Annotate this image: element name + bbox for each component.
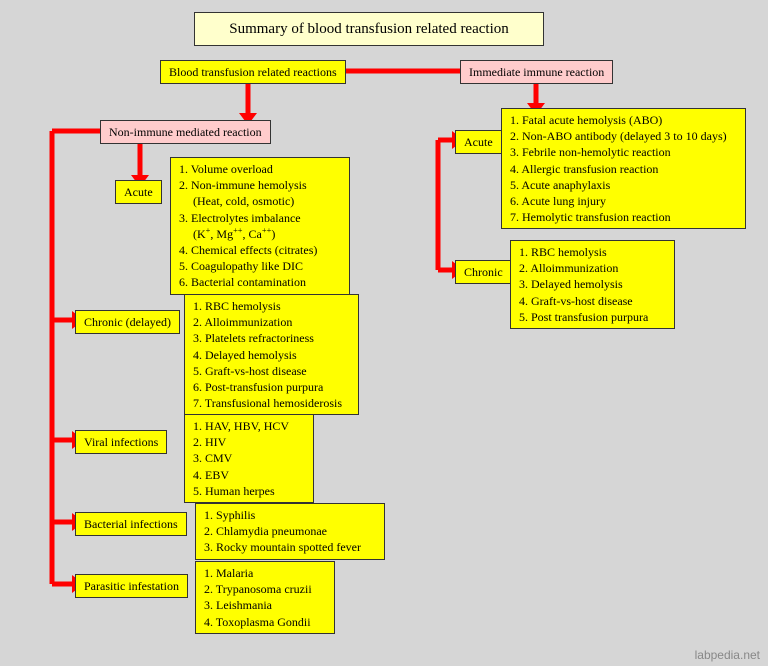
node-nonimmune-chronic: Chronic (delayed) — [75, 310, 180, 334]
node-nonimmune: Non-immune mediated reaction — [100, 120, 271, 144]
node-immune-chronic: Chronic — [455, 260, 512, 284]
list-nonimmune-acute: 1. Volume overload2. Non-immune hemolysi… — [170, 157, 350, 295]
node-immune-acute: Acute — [455, 130, 502, 154]
list-immune-chronic: 1. RBC hemolysis2. Alloimmunization3. De… — [510, 240, 675, 329]
list-parasitic: 1. Malaria2. Trypanosoma cruzii3. Leishm… — [195, 561, 335, 634]
node-nonimmune-acute: Acute — [115, 180, 162, 204]
watermark: labpedia.net — [695, 648, 760, 662]
node-root: Blood transfusion related reactions — [160, 60, 346, 84]
node-viral: Viral infections — [75, 430, 167, 454]
list-nonimmune-chronic: 1. RBC hemolysis2. Alloimmunization3. Pl… — [184, 294, 359, 415]
diagram-title: Summary of blood transfusion related rea… — [194, 12, 544, 46]
node-parasitic: Parasitic infestation — [75, 574, 188, 598]
node-bacterial: Bacterial infections — [75, 512, 187, 536]
list-immune-acute: 1. Fatal acute hemolysis (ABO)2. Non-ABO… — [501, 108, 746, 229]
list-bacterial: 1. Syphilis2. Chlamydia pneumonae3. Rock… — [195, 503, 385, 560]
node-immune: Immediate immune reaction — [460, 60, 613, 84]
list-viral: 1. HAV, HBV, HCV2. HIV3. CMV4. EBV5. Hum… — [184, 414, 314, 503]
